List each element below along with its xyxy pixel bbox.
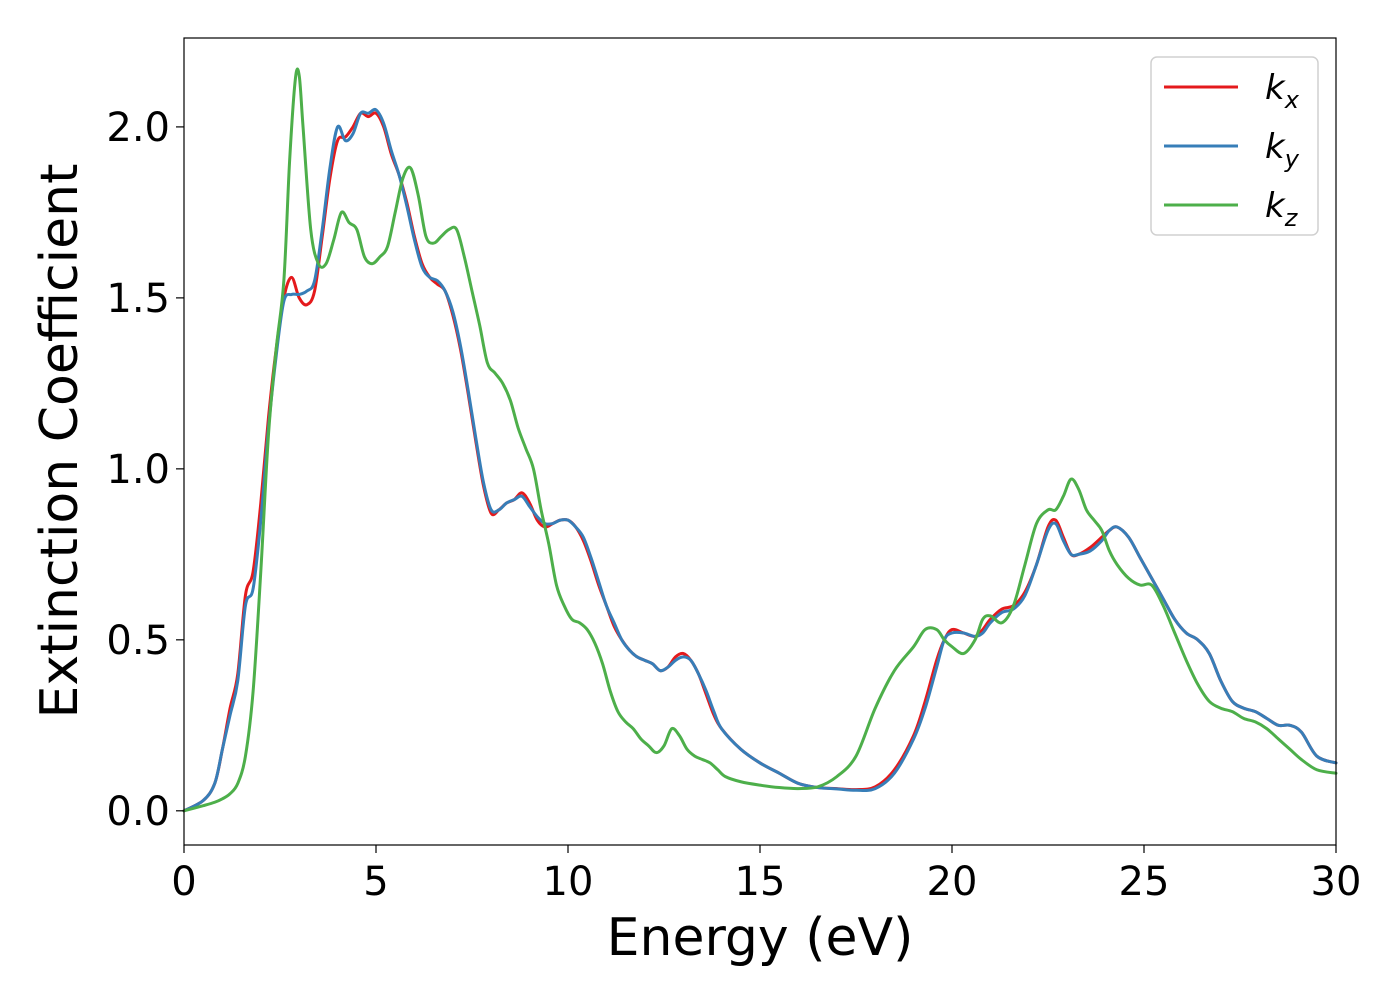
y-axis-ticks: 0.0 0.5 1.0 1.5 2.0	[106, 105, 184, 835]
legend-label-ky: ky	[1265, 127, 1300, 173]
x-tick-label: 0	[171, 859, 196, 905]
x-tick-label: 30	[1311, 859, 1362, 905]
y-axis-label: Extinction Coefficient	[30, 164, 90, 719]
x-axis-label: Energy (eV)	[607, 908, 914, 968]
legend: kx ky kz	[1150, 56, 1319, 236]
x-axis-ticks: 0 5 10 15 20 25 30	[171, 845, 1361, 905]
x-tick-label: 15	[735, 859, 786, 905]
x-tick-label: 25	[1119, 859, 1170, 905]
y-tick-label: 2.0	[106, 105, 170, 151]
y-tick-label: 1.0	[106, 447, 170, 493]
y-tick-label: 1.5	[106, 276, 170, 322]
legend-label-kz: kz	[1265, 186, 1299, 232]
series-line-kz	[182, 67, 1338, 813]
series-layer	[182, 67, 1338, 813]
x-tick-label: 5	[363, 859, 388, 905]
x-tick-label: 20	[927, 859, 978, 905]
y-tick-label: 0.0	[106, 789, 170, 835]
y-tick-label: 0.5	[106, 618, 170, 664]
x-tick-label: 10	[543, 859, 594, 905]
legend-label-kx: kx	[1265, 68, 1300, 114]
